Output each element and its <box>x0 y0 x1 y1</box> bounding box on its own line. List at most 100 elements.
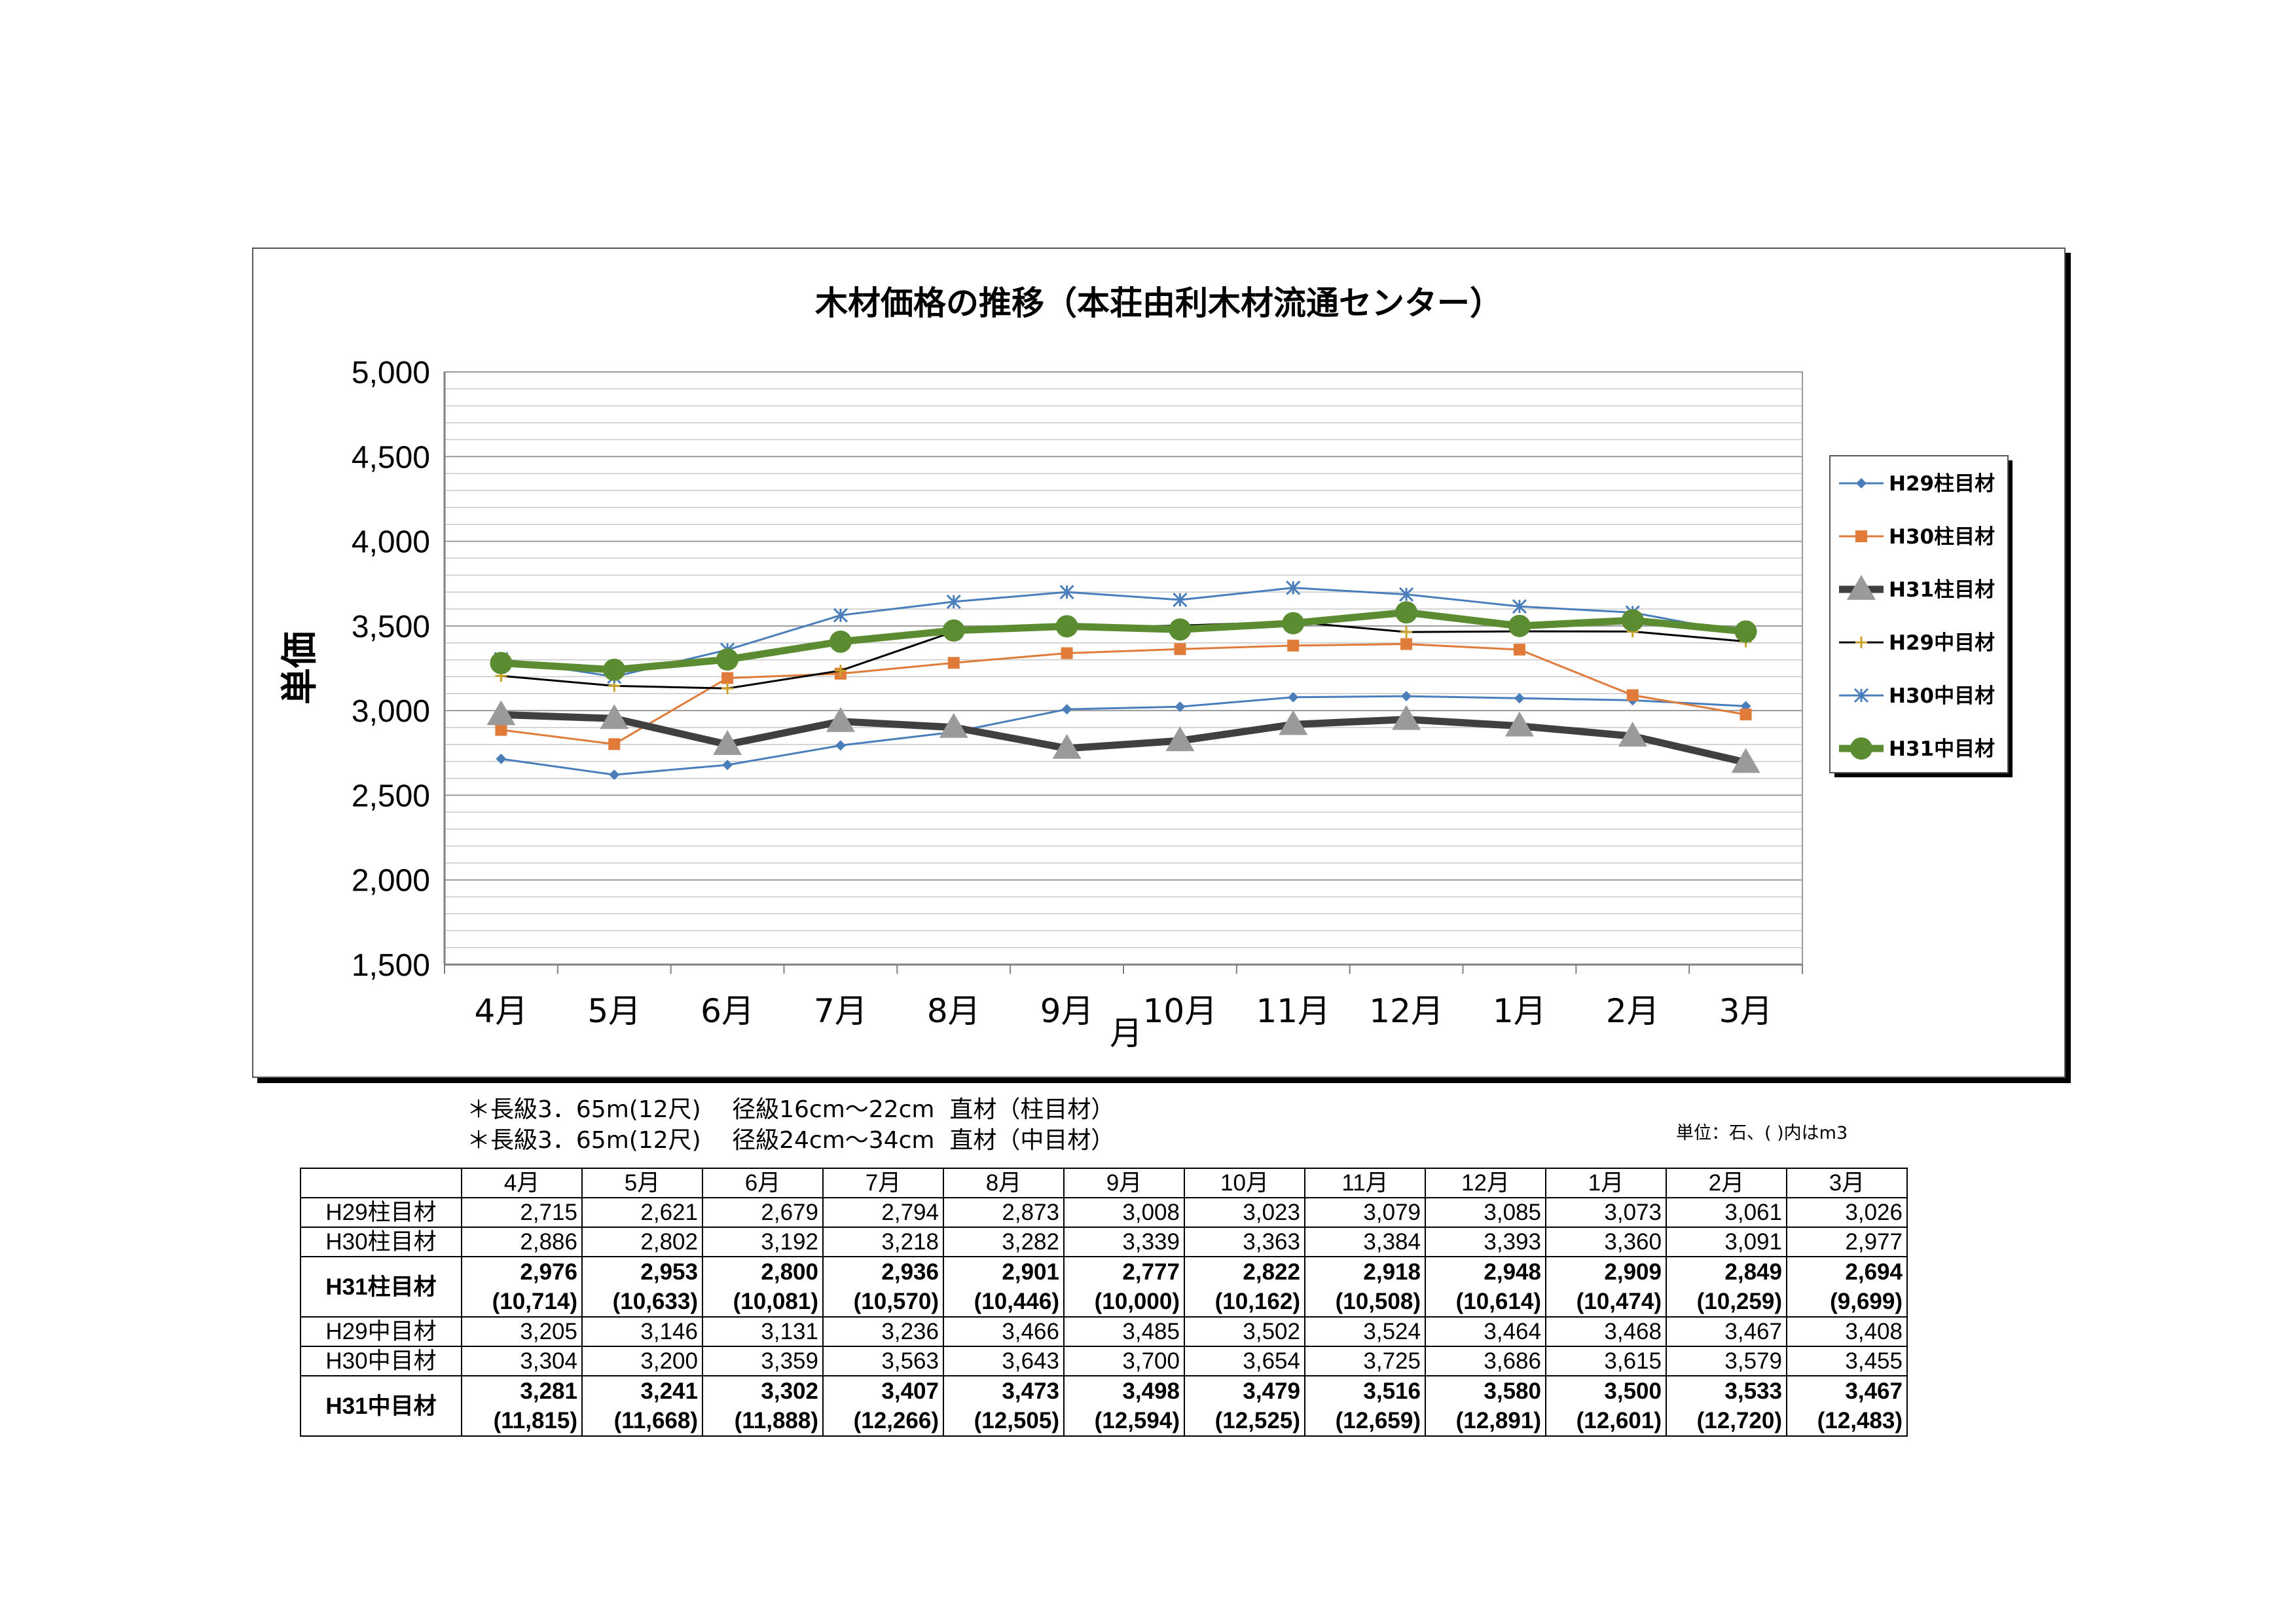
series-line <box>501 710 1747 766</box>
table-header-cell: 5月 <box>581 1168 703 1198</box>
table-cell-value: 2,822 <box>1243 1259 1300 1285</box>
series-line <box>501 695 1746 776</box>
table-cell-m3-value: (10,570) <box>853 1289 939 1314</box>
table-cell: 3,467 <box>1666 1316 1787 1347</box>
y-tick-label: 3,000 <box>352 694 430 729</box>
table-row-label: H30中目材 <box>300 1346 462 1376</box>
table-cell: 3,473 (12,505) <box>943 1375 1065 1437</box>
series-point <box>608 738 621 750</box>
series-point <box>1052 733 1082 759</box>
table-cell: 3,236 <box>822 1316 944 1347</box>
y-tick-label: 4,500 <box>352 440 430 475</box>
x-tick-label: 3月 <box>1719 992 1773 1030</box>
table-cell-value: 3,467 <box>1845 1378 1903 1404</box>
table-cell: 3,091 <box>1666 1227 1787 1257</box>
series-point <box>1740 709 1752 721</box>
series-point <box>1165 726 1195 752</box>
table-cell-value: 2,953 <box>640 1259 698 1285</box>
table-header-cell: 12月 <box>1425 1168 1546 1198</box>
table-cell: 3,500 (12,601) <box>1545 1375 1667 1437</box>
series-point <box>947 657 960 669</box>
table-cell-value: 2,918 <box>1363 1259 1421 1285</box>
table-cell: 3,393 <box>1425 1227 1546 1257</box>
table-cell-value: 3,516 <box>1363 1378 1421 1404</box>
table-cell-value: 2,694 <box>1845 1259 1903 1285</box>
table-cell-value: 2,901 <box>1002 1259 1059 1285</box>
table-cell-m3-value: (12,594) <box>1094 1408 1180 1433</box>
table-cell-value: 3,241 <box>640 1378 698 1404</box>
series-point <box>495 724 507 736</box>
series-point <box>722 760 733 771</box>
series-line <box>501 587 1746 678</box>
table-cell: 2,948 (10,614) <box>1425 1256 1546 1318</box>
spec-note-pillar: ＊長級3．65m(12尺) 径級16cm～22cm 直材（柱目材） <box>467 1096 1115 1123</box>
series-point <box>1287 639 1300 652</box>
table-cell-m3-value: (10,633) <box>612 1289 698 1314</box>
table-header-cell: 9月 <box>1063 1168 1185 1198</box>
table-cell-value: 2,909 <box>1604 1259 1662 1285</box>
table-cell-value: 3,023 <box>1243 1200 1300 1225</box>
table-cell: 3,615 <box>1545 1346 1667 1376</box>
table-cell-m3-value: (12,659) <box>1335 1408 1421 1433</box>
series-point <box>490 652 513 674</box>
table-cell-value: 3,467 <box>1724 1319 1782 1344</box>
x-tick-label: 5月 <box>587 992 641 1030</box>
series-point <box>829 630 852 653</box>
legend-box <box>1829 455 2009 773</box>
series-point <box>833 608 848 623</box>
y-tick-label: 3,500 <box>352 610 430 644</box>
table-header-cell: 8月 <box>943 1168 1065 1198</box>
table-cell-value: 3,524 <box>1363 1319 1421 1344</box>
table-cell: 3,654 <box>1184 1346 1305 1376</box>
table-cell-m3-value: (10,474) <box>1576 1289 1662 1314</box>
table-cell-value: 3,615 <box>1604 1348 1662 1374</box>
table-header-cell: 2月 <box>1666 1168 1787 1198</box>
table-cell: 2,873 <box>943 1197 1065 1228</box>
table-cell: 3,533 (12,720) <box>1666 1375 1787 1437</box>
series-point <box>1173 592 1188 608</box>
x-tick-label: 1月 <box>1493 992 1546 1030</box>
table-cell-m3-value: (11,815) <box>493 1408 577 1433</box>
chart-frame: 1,500 2,000 2,500 3,000 3,500 4,000 4,500 5,000… <box>252 248 2066 1078</box>
series-point <box>1400 626 1413 638</box>
series-point <box>716 648 739 671</box>
table-cell: 3,686 <box>1425 1346 1546 1376</box>
table-cell-value: 3,563 <box>881 1348 939 1374</box>
table-cell: 3,339 <box>1063 1227 1185 1257</box>
table-row-label: H29柱目材 <box>300 1197 462 1228</box>
series-point <box>600 704 629 729</box>
x-tick-label: 11月 <box>1256 992 1330 1030</box>
table-cell: 3,516 (12,659) <box>1304 1375 1426 1437</box>
table-cell-m3-value: (11,888) <box>734 1408 818 1433</box>
table-cell-value: 3,008 <box>1122 1200 1180 1225</box>
table-cell: 3,479 (12,525) <box>1184 1375 1305 1437</box>
table-cell-value: 3,464 <box>1484 1319 1541 1344</box>
table-cell-value: 3,085 <box>1484 1200 1541 1225</box>
table-cell: 3,218 <box>822 1227 944 1257</box>
table-cell-value: 3,468 <box>1604 1319 1662 1344</box>
table-cell: 2,822 (10,162) <box>1184 1256 1305 1318</box>
spec-note-medium: ＊長級3．65m(12尺) 径級24cm～34cm 直材（中目材） <box>467 1127 1115 1154</box>
line-chart: 1,500 2,000 2,500 3,000 3,500 4,000 4,500 5,000… <box>279 284 2013 1052</box>
table-cell: 2,802 <box>581 1227 703 1257</box>
table-cell-value: 2,794 <box>881 1200 939 1225</box>
table-header-cell: 10月 <box>1184 1168 1305 1198</box>
table-cell-m3-value: (10,000) <box>1094 1289 1180 1314</box>
table-row-label: H29中目材 <box>300 1316 462 1347</box>
table-cell: 3,085 <box>1425 1197 1546 1228</box>
price-table: 4月 5月 6月 7月 8月 9月 10月 11月 12月 1月 2月 3月 H29柱目材 2,715 2… <box>300 1168 1908 1437</box>
table-cell: 3,455 <box>1786 1346 1908 1376</box>
table-cell-value: 3,408 <box>1845 1319 1903 1344</box>
table-cell: 2,777 (10,000) <box>1063 1256 1185 1318</box>
table-cell-m3-value: (10,259) <box>1696 1289 1782 1314</box>
table-cell-value: 3,533 <box>1724 1378 1782 1404</box>
table-cell-m3-value: (10,714) <box>492 1289 577 1314</box>
series-point <box>946 594 961 609</box>
series-point <box>486 700 516 726</box>
series-line <box>501 608 1747 674</box>
series-point <box>1850 737 1872 760</box>
table-cell-value: 3,079 <box>1363 1200 1421 1225</box>
table-cell: 2,800 (10,081) <box>702 1256 824 1318</box>
table-cell: 2,936 (10,570) <box>822 1256 944 1318</box>
table-cell-value: 3,393 <box>1484 1229 1541 1255</box>
